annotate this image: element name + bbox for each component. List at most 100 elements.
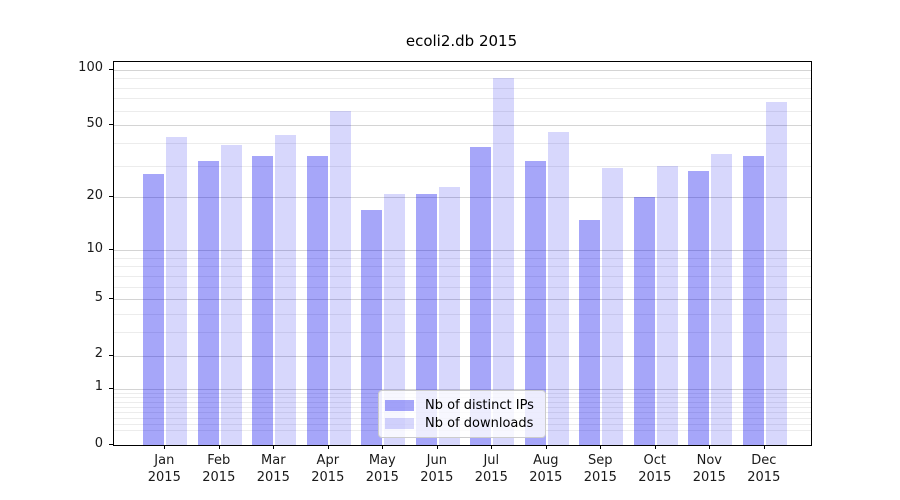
bar-distinct-ips-mar <box>252 155 274 445</box>
x-tick-label: Jun 2015 <box>407 452 467 486</box>
x-tick-label-year: 2015 <box>474 470 508 485</box>
gridline-major <box>114 197 811 199</box>
y-tick-mark <box>109 68 113 70</box>
bar-distinct-ips-sep <box>579 219 601 445</box>
bar-distinct-ips-dec <box>742 155 764 445</box>
bar-downloads-nov <box>711 153 733 445</box>
bar-downloads-aug <box>547 131 569 445</box>
y-tick-mark <box>109 354 113 356</box>
x-tick-mark <box>164 445 166 449</box>
x-tick-label: Jan 2015 <box>134 452 194 486</box>
x-tick-label-year: 2015 <box>256 470 290 485</box>
y-tick-label: 50 <box>86 115 103 131</box>
bar-downloads-may <box>384 193 406 445</box>
y-tick-label: 1 <box>94 379 103 395</box>
x-tick-label-year: 2015 <box>692 470 726 485</box>
gridline-major <box>114 125 811 127</box>
x-tick-label: Dec 2015 <box>734 452 794 486</box>
legend-row-distinct-ips: Nb of distinct IPs <box>385 397 537 414</box>
x-tick-label: Aug 2015 <box>516 452 576 486</box>
bar-distinct-ips-may <box>361 209 383 445</box>
bar-downloads-sep <box>602 168 624 445</box>
x-tick-mark <box>600 445 602 449</box>
bar-distinct-ips-jan <box>143 174 165 445</box>
x-tick-label-year: 2015 <box>529 470 563 485</box>
x-tick-mark <box>545 445 547 449</box>
x-tick-label-year: 2015 <box>747 470 781 485</box>
gridline-minor <box>114 87 811 89</box>
y-tick-label: 10 <box>86 240 103 256</box>
y-tick-mark <box>109 249 113 250</box>
gridline-minor <box>114 110 811 112</box>
y-tick-mark <box>109 444 113 445</box>
y-tick-mark <box>109 124 113 126</box>
x-tick-label-year: 2015 <box>202 470 236 485</box>
x-tick-mark <box>382 445 384 449</box>
y-tick-label: 2 <box>94 346 103 362</box>
gridline-major <box>114 388 811 390</box>
gridline-minor <box>114 143 811 144</box>
x-tick-mark <box>327 445 329 449</box>
gridline-minor <box>114 266 811 268</box>
y-tick-mark <box>109 196 113 198</box>
chart-title: ecoli2.db 2015 <box>405 32 518 50</box>
legend-row-downloads: Nb of downloads <box>385 415 537 432</box>
bar-distinct-ips-jun <box>415 193 437 445</box>
x-tick-label: May 2015 <box>352 452 412 486</box>
legend-swatch-distinct-ips <box>385 400 414 411</box>
gridline-minor <box>114 332 811 334</box>
gridline-minor <box>114 314 811 316</box>
x-tick-label: Apr 2015 <box>298 452 358 486</box>
x-tick-label: Nov 2015 <box>679 452 739 486</box>
x-tick-label-year: 2015 <box>365 470 399 485</box>
x-tick-mark <box>763 445 765 449</box>
x-tick-label: Feb 2015 <box>189 452 249 486</box>
gridline-minor <box>114 98 811 100</box>
bar-downloads-jul <box>493 78 515 445</box>
x-tick-label-year: 2015 <box>311 470 345 485</box>
gridline-major <box>114 355 811 357</box>
bar-downloads-dec <box>765 101 787 445</box>
gridline-major <box>114 250 811 251</box>
x-tick-label-year: 2015 <box>420 470 454 485</box>
y-tick-label: 20 <box>86 187 103 203</box>
x-tick-mark <box>218 445 220 449</box>
legend-label-distinct-ips: Nb of distinct IPs <box>425 398 534 413</box>
x-tick-label: Jul 2015 <box>461 452 521 486</box>
plot-area <box>113 61 812 446</box>
bar-downloads-apr <box>329 110 351 445</box>
bar-distinct-ips-feb <box>197 160 219 445</box>
x-tick-mark <box>436 445 438 449</box>
gridline-minor <box>114 257 811 259</box>
bar-distinct-ips-apr <box>306 155 328 445</box>
x-tick-label: Sep 2015 <box>570 452 630 486</box>
gridline-minor <box>114 275 811 277</box>
x-tick-mark <box>709 445 711 449</box>
gridline-minor <box>114 286 811 288</box>
y-tick-label: 100 <box>78 60 103 76</box>
bar-downloads-jan <box>166 137 188 445</box>
bar-downloads-jun <box>438 186 460 445</box>
x-tick-mark <box>273 445 275 449</box>
y-tick-mark <box>109 387 113 389</box>
gridline-minor <box>114 165 811 167</box>
x-tick-label: Oct 2015 <box>625 452 685 486</box>
x-tick-mark <box>654 445 656 449</box>
bar-distinct-ips-jul <box>470 147 492 445</box>
gridline-minor <box>114 78 811 80</box>
x-tick-label-year: 2015 <box>147 470 181 485</box>
x-tick-label: Mar 2015 <box>243 452 303 486</box>
x-tick-label-year: 2015 <box>638 470 672 485</box>
bar-distinct-ips-aug <box>524 160 546 445</box>
bar-distinct-ips-nov <box>688 171 710 445</box>
legend-label-downloads: Nb of downloads <box>425 416 534 431</box>
legend: Nb of distinct IPs Nb of downloads <box>378 390 546 438</box>
bar-distinct-ips-oct <box>633 197 655 445</box>
x-tick-mark <box>491 445 493 449</box>
legend-swatch-downloads <box>385 418 414 429</box>
y-tick-label: 5 <box>94 289 103 305</box>
gridline-major <box>114 299 811 301</box>
bar-downloads-mar <box>275 135 297 445</box>
gridline-major <box>114 69 811 71</box>
